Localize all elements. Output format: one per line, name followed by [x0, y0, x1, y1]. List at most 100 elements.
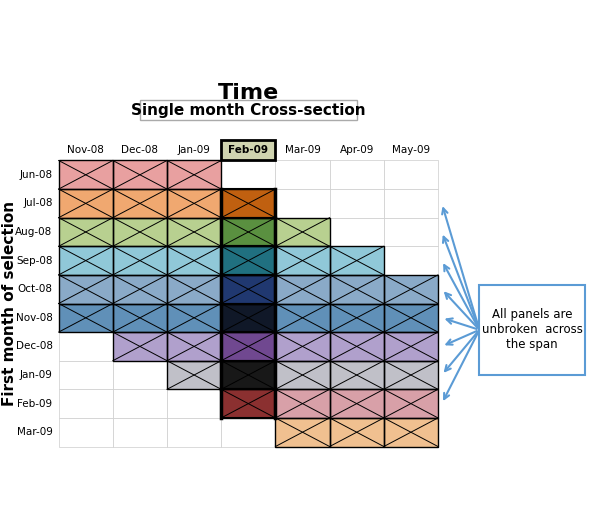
Bar — [275, 303, 330, 332]
Bar — [275, 418, 330, 447]
Bar — [167, 246, 221, 275]
Bar — [384, 303, 438, 332]
Bar — [221, 389, 275, 418]
Bar — [167, 303, 221, 332]
Bar — [221, 218, 275, 246]
Bar — [221, 418, 275, 447]
Bar — [330, 332, 384, 361]
Bar — [59, 246, 113, 275]
Bar — [275, 332, 330, 361]
Bar — [59, 332, 113, 361]
Text: Jul-08: Jul-08 — [23, 198, 53, 208]
Bar — [275, 218, 330, 246]
Bar — [275, 218, 330, 246]
Bar — [330, 218, 384, 246]
Bar — [113, 332, 167, 361]
Bar — [384, 332, 438, 361]
Text: May-09: May-09 — [392, 145, 430, 155]
Bar — [113, 189, 167, 218]
Bar — [113, 161, 167, 189]
Bar — [167, 332, 221, 361]
Bar — [59, 161, 113, 189]
Text: First month of selection: First month of selection — [2, 201, 17, 406]
Bar — [384, 361, 438, 389]
Bar — [275, 161, 330, 189]
Bar — [113, 303, 167, 332]
Bar — [59, 275, 113, 303]
Bar — [275, 275, 330, 303]
Bar — [330, 418, 384, 447]
Bar — [167, 361, 221, 389]
Bar — [59, 246, 113, 275]
Bar — [59, 418, 113, 447]
Bar — [167, 161, 221, 189]
Text: Jun-08: Jun-08 — [19, 170, 53, 180]
Bar — [167, 161, 221, 189]
Bar — [330, 418, 384, 447]
Bar — [221, 361, 275, 389]
Bar — [275, 418, 330, 447]
Bar — [275, 389, 330, 418]
Bar — [384, 418, 438, 447]
Text: All panels are
unbroken  across
the span: All panels are unbroken across the span — [482, 309, 583, 351]
Bar — [167, 275, 221, 303]
Bar — [275, 361, 330, 389]
Bar — [275, 389, 330, 418]
Text: Apr-09: Apr-09 — [339, 145, 374, 155]
Text: Mar-09: Mar-09 — [284, 145, 321, 155]
Bar — [275, 332, 330, 361]
Bar — [167, 275, 221, 303]
Bar — [221, 332, 275, 361]
Text: Feb-09: Feb-09 — [18, 399, 53, 408]
Bar — [113, 361, 167, 389]
Bar — [113, 418, 167, 447]
Text: Single month Cross-section: Single month Cross-section — [131, 103, 365, 118]
Bar — [221, 275, 275, 303]
Bar — [113, 218, 167, 246]
Bar — [330, 275, 384, 303]
Bar — [330, 303, 384, 332]
Text: Aug-08: Aug-08 — [15, 227, 53, 237]
Bar — [384, 275, 438, 303]
Bar — [113, 389, 167, 418]
Bar — [221, 218, 275, 246]
Bar — [59, 361, 113, 389]
Bar — [330, 332, 384, 361]
Bar — [221, 361, 275, 389]
Bar — [113, 246, 167, 275]
Bar — [330, 246, 384, 275]
Bar — [167, 189, 221, 218]
Bar — [167, 332, 221, 361]
Bar — [384, 189, 438, 218]
Bar — [384, 332, 438, 361]
Bar — [113, 275, 167, 303]
Bar — [330, 275, 384, 303]
Bar — [221, 332, 275, 361]
Bar — [167, 389, 221, 418]
Bar — [221, 246, 275, 275]
Text: Dec-08: Dec-08 — [16, 342, 53, 351]
Bar — [330, 246, 384, 275]
Bar — [59, 389, 113, 418]
Bar — [221, 303, 275, 332]
Bar — [384, 361, 438, 389]
Bar — [140, 100, 357, 120]
Bar — [221, 389, 275, 418]
Bar — [330, 303, 384, 332]
Bar — [167, 218, 221, 246]
Bar — [221, 303, 275, 332]
Bar — [167, 218, 221, 246]
Bar — [384, 218, 438, 246]
Bar — [59, 218, 113, 246]
Bar — [221, 275, 275, 303]
Bar — [221, 189, 275, 218]
Bar — [330, 189, 384, 218]
Text: Nov-08: Nov-08 — [67, 145, 104, 155]
Text: Feb-09: Feb-09 — [228, 145, 269, 155]
Text: Dec-08: Dec-08 — [122, 145, 159, 155]
Bar — [275, 246, 330, 275]
Text: Oct-08: Oct-08 — [18, 284, 53, 294]
Bar — [59, 161, 113, 189]
Bar — [167, 361, 221, 389]
Bar — [384, 389, 438, 418]
